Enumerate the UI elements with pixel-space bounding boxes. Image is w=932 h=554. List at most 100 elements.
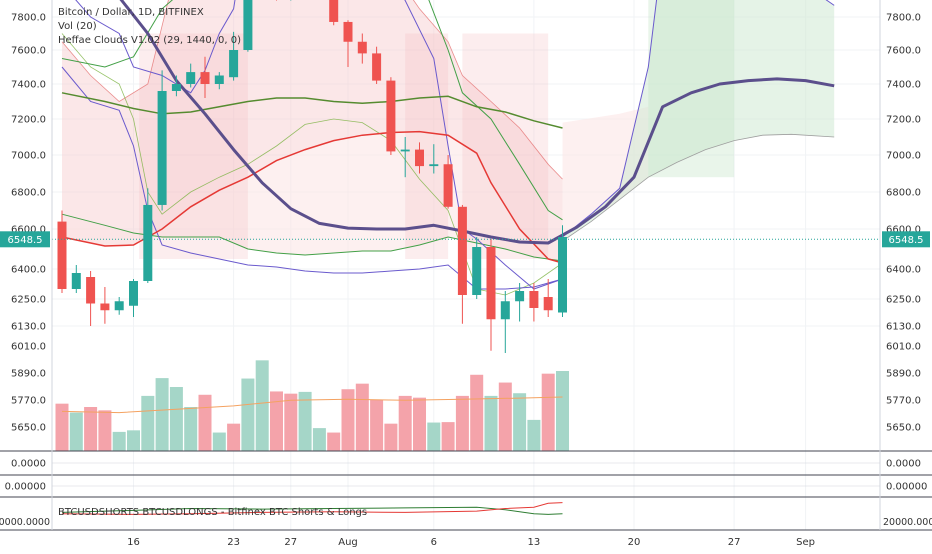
price-tick-right: 7200.0	[886, 115, 921, 126]
pane3-tick-left: 0.00000	[5, 482, 46, 493]
volume-bar	[69, 412, 83, 451]
volume-bar	[384, 423, 398, 451]
volume-bar	[327, 432, 341, 451]
candle-body	[200, 72, 210, 84]
price-tick-left: 7800.0	[11, 13, 46, 24]
candle-body	[500, 301, 510, 320]
volume-bar	[370, 399, 384, 451]
legend-clouds: Heffae Clouds V1.02 (29, 1440, 0, 0)	[58, 35, 242, 46]
candle-body	[457, 206, 467, 295]
volume-tick-left: 5890.0	[11, 369, 46, 380]
time-tick: 20	[628, 537, 641, 548]
volume-tick-left: 6010.0	[11, 342, 46, 353]
price-tick-left: 6250.0	[11, 295, 46, 306]
cloud-green-stripe	[648, 0, 735, 178]
volume-tick-left: 5650.0	[11, 423, 46, 434]
longs-line	[61, 502, 563, 515]
price-tick-right: 6400.0	[886, 265, 921, 276]
price-tick-right: 6130.0	[886, 322, 921, 333]
price-tick-right: 6800.0	[886, 188, 921, 199]
pane4-tick-left: 20000.0000	[0, 517, 50, 528]
volume-bar	[441, 422, 455, 451]
volume-bar	[55, 403, 69, 451]
time-tick: 27	[284, 537, 297, 548]
volume-bar	[198, 394, 212, 451]
cloud-stripe	[405, 33, 449, 259]
future-upper-line	[562, 0, 835, 238]
volume-bar	[398, 395, 412, 451]
price-tick-left: 6130.0	[11, 322, 46, 333]
green-average-line	[61, 92, 563, 129]
cloud-base-line	[119, 0, 835, 245]
volume-tick-right: 5890.0	[886, 369, 921, 380]
volume-bar	[312, 428, 326, 451]
candle-body	[229, 50, 239, 78]
candle-body	[214, 75, 224, 84]
volume-bar	[255, 360, 269, 451]
chart-legend: Bitcoin / Dollar, 1D, BITFINEX Vol (20) …	[58, 6, 241, 48]
cloud-stripe	[462, 33, 549, 259]
volume-bar	[98, 410, 112, 451]
candle-body	[443, 164, 453, 207]
volume-bar	[298, 391, 312, 451]
volume-tick-right: 5770.0	[886, 396, 921, 407]
volume-bar	[169, 387, 183, 451]
volume-tick-right: 5650.0	[886, 423, 921, 434]
price-tag-left-bg	[0, 231, 50, 248]
donchian-lower-line	[61, 66, 563, 290]
volume-bar	[84, 407, 98, 451]
candle-body	[400, 149, 410, 152]
volume-bar	[241, 378, 255, 451]
volume-bar	[484, 395, 498, 451]
price-tick-right: 7400.0	[886, 80, 921, 91]
candle-body	[543, 297, 553, 311]
time-tick: Sep	[796, 537, 815, 548]
candle-body	[529, 291, 539, 308]
price-tag-right-bg	[882, 231, 930, 248]
candle-body	[143, 204, 153, 281]
price-tick-left: 6800.0	[11, 188, 46, 199]
time-tick: Aug	[338, 537, 358, 548]
pane2-tick-right: 0.0000	[886, 459, 921, 470]
volume-tick-right: 6010.0	[886, 342, 921, 353]
price-tick-left: 6600.0	[11, 225, 46, 236]
volume-bar	[455, 395, 469, 451]
time-tick: 23	[227, 537, 240, 548]
price-tick-left: 6400.0	[11, 265, 46, 276]
candle-body	[386, 80, 396, 152]
candle-body	[372, 53, 382, 81]
pane3-tick-right: 0.00000	[886, 482, 927, 493]
candle-body	[57, 221, 67, 289]
price-tick-right: 7600.0	[886, 46, 921, 57]
candle-body	[329, 0, 339, 22]
time-tick: 6	[431, 537, 437, 548]
volume-bar	[355, 383, 369, 451]
candle-body	[429, 164, 439, 167]
volume-bar	[141, 395, 155, 451]
candle-body	[343, 21, 353, 42]
candle-body	[86, 277, 96, 304]
cloud-red-band	[62, 0, 563, 263]
volume-bar	[212, 432, 226, 451]
price-tag-right: 6548.5	[889, 235, 924, 246]
volume-bar	[470, 374, 484, 451]
price-tick-left: 7200.0	[11, 115, 46, 126]
candle-body	[71, 273, 81, 289]
candle-body	[129, 281, 138, 306]
price-tick-left: 7000.0	[11, 151, 46, 162]
candle-body	[357, 41, 367, 54]
volume-bar	[527, 419, 541, 451]
price-tick-left: 7600.0	[11, 46, 46, 57]
candle-body	[486, 247, 496, 320]
candle-body	[100, 303, 110, 311]
candle-body	[114, 301, 124, 311]
volume-bar	[127, 430, 140, 451]
future-lower-line	[562, 133, 835, 242]
candle-body	[171, 84, 181, 91]
volume-bar	[541, 373, 555, 451]
volume-bar	[112, 431, 126, 451]
legend-symbol: Bitcoin / Dollar, 1D, BITFINEX	[58, 7, 204, 18]
price-tick-left: 7400.0	[11, 80, 46, 91]
